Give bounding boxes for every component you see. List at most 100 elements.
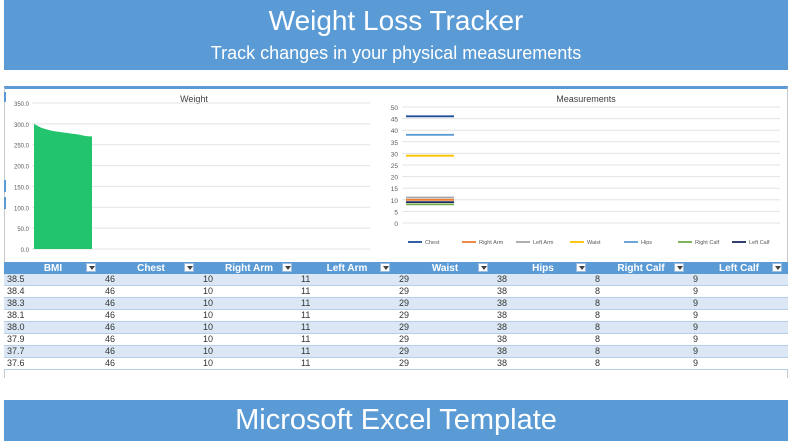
table-cell[interactable]: 37.6 — [4, 357, 102, 370]
filter-dropdown-icon[interactable] — [576, 263, 586, 272]
measurements-chart-title: Measurements — [556, 94, 616, 104]
table-cell[interactable]: 46 — [102, 274, 200, 286]
table-cell[interactable]: 10 — [200, 333, 298, 346]
table-cell[interactable]: 9 — [690, 297, 788, 310]
table-cell[interactable]: 38.1 — [4, 309, 102, 322]
table-cell[interactable]: 10 — [200, 297, 298, 310]
table-cell[interactable]: 11 — [298, 274, 396, 286]
selection-edge-mark — [4, 180, 6, 192]
table-cell[interactable]: 10 — [200, 357, 298, 370]
table-cell[interactable]: 8 — [592, 321, 690, 334]
table-cell[interactable]: 9 — [690, 274, 788, 286]
table-cell[interactable]: 38 — [494, 285, 592, 298]
column-header: Left Calf — [690, 262, 788, 274]
table-cell[interactable]: 8 — [592, 345, 690, 358]
table-cell[interactable]: 38 — [494, 321, 592, 334]
table-cell[interactable]: 9 — [690, 309, 788, 322]
table-row: 38.1 46 10 11 29 38 8 9 — [4, 309, 788, 322]
table-cell[interactable]: 10 — [200, 274, 298, 286]
table-cell[interactable]: 46 — [102, 285, 200, 298]
table-cell[interactable]: 37.7 — [4, 345, 102, 358]
table-cell[interactable]: 9 — [690, 321, 788, 334]
table-cell[interactable]: 11 — [298, 285, 396, 298]
table-cell[interactable]: 38 — [494, 357, 592, 370]
weight-chart[interactable]: Weight 0.0 50.0 100.0 150.0 200.0 250.0 300.0 3… — [8, 92, 380, 258]
table-cell[interactable]: 8 — [592, 274, 690, 286]
table-cell[interactable]: 11 — [298, 357, 396, 370]
measurements-y-tick: 45 — [391, 117, 399, 124]
column-header-label: Left Calf — [719, 262, 759, 274]
table-cell[interactable]: 11 — [298, 321, 396, 334]
filter-dropdown-icon[interactable] — [184, 263, 194, 272]
table-cell[interactable]: 38.3 — [4, 297, 102, 310]
filter-dropdown-icon[interactable] — [772, 263, 782, 272]
filter-dropdown-icon[interactable] — [380, 263, 390, 272]
weight-y-tick: 50.0 — [17, 227, 29, 233]
table-cell[interactable]: 46 — [102, 321, 200, 334]
footer-label: Microsoft Excel Template — [235, 404, 557, 436]
table-cell[interactable]: 8 — [592, 297, 690, 310]
legend-label: Right Calf — [695, 240, 720, 246]
table-cell[interactable]: 8 — [592, 357, 690, 370]
table-cell[interactable]: 29 — [396, 333, 494, 346]
table-cell[interactable]: 38.4 — [4, 285, 102, 298]
table-body: 38.5 46 10 11 29 38 8 9 38.4 46 10 11 29 38 8 9 38.3 46 10… — [4, 274, 788, 370]
measurements-chart[interactable]: Measurements 0 5 10 15 20 25 30 35 40 45 50 Chest Ri… — [388, 92, 784, 258]
table-cell[interactable]: 38.0 — [4, 321, 102, 334]
table-cell[interactable]: 8 — [592, 309, 690, 322]
table-cell[interactable]: 38 — [494, 297, 592, 310]
table-cell[interactable]: 11 — [298, 333, 396, 346]
weight-y-tick: 350.0 — [14, 102, 30, 108]
table-cell[interactable]: 46 — [102, 345, 200, 358]
table-cell[interactable]: 9 — [690, 357, 788, 370]
filter-dropdown-icon[interactable] — [674, 263, 684, 272]
table-cell[interactable]: 37.9 — [4, 333, 102, 346]
table-cell[interactable]: 9 — [690, 333, 788, 346]
table-cell[interactable]: 10 — [200, 321, 298, 334]
table-row: 38.0 46 10 11 29 38 8 9 — [4, 321, 788, 334]
filter-dropdown-icon[interactable] — [282, 263, 292, 272]
table-cell[interactable]: 38 — [494, 333, 592, 346]
table-cell[interactable]: 29 — [396, 274, 494, 286]
table-cell[interactable]: 29 — [396, 297, 494, 310]
table-cell[interactable]: 29 — [396, 321, 494, 334]
table-cell[interactable]: 11 — [298, 297, 396, 310]
table-cell[interactable]: 9 — [690, 285, 788, 298]
table-cell[interactable]: 10 — [200, 285, 298, 298]
column-header: Chest — [102, 262, 200, 274]
measurements-y-tick: 5 — [394, 209, 398, 216]
table-cell[interactable]: 38 — [494, 345, 592, 358]
table-cell[interactable]: 9 — [690, 345, 788, 358]
table-cell[interactable]: 29 — [396, 345, 494, 358]
weight-y-tick: 100.0 — [14, 206, 30, 212]
legend-label: Waist — [587, 240, 601, 246]
table-cell[interactable]: 46 — [102, 357, 200, 370]
legend-label: Left Calf — [749, 240, 770, 246]
table-cell[interactable]: 10 — [200, 345, 298, 358]
table-cell[interactable]: 29 — [396, 357, 494, 370]
table-cell[interactable]: 11 — [298, 345, 396, 358]
table-cell[interactable]: 46 — [102, 297, 200, 310]
table-row: 37.7 46 10 11 29 38 8 9 — [4, 345, 788, 358]
table-cell[interactable]: 46 — [102, 333, 200, 346]
filter-dropdown-icon[interactable] — [86, 263, 96, 272]
weight-chart-plot: 0.0 50.0 100.0 150.0 200.0 250.0 300.0 350.0 — [14, 102, 370, 254]
column-header-label: Left Arm — [326, 262, 368, 274]
weight-y-tick: 250.0 — [14, 144, 30, 150]
legend-label: Chest — [425, 240, 440, 246]
table-cell[interactable]: 38.5 — [4, 274, 102, 286]
table-cell[interactable]: 8 — [592, 333, 690, 346]
column-header: Left Arm — [298, 262, 396, 274]
table-cell[interactable]: 38 — [494, 274, 592, 286]
measurements-y-tick: 10 — [391, 198, 399, 205]
table-cell[interactable]: 29 — [396, 285, 494, 298]
table-cell[interactable]: 38 — [494, 309, 592, 322]
table-cell[interactable]: 11 — [298, 309, 396, 322]
table-row: 37.6 46 10 11 29 38 8 9 — [4, 357, 788, 370]
filter-dropdown-icon[interactable] — [478, 263, 488, 272]
table-cell[interactable]: 8 — [592, 285, 690, 298]
table-cell[interactable]: 29 — [396, 309, 494, 322]
table-row: 38.5 46 10 11 29 38 8 9 — [4, 274, 788, 286]
table-cell[interactable]: 10 — [200, 309, 298, 322]
table-cell[interactable]: 46 — [102, 309, 200, 322]
